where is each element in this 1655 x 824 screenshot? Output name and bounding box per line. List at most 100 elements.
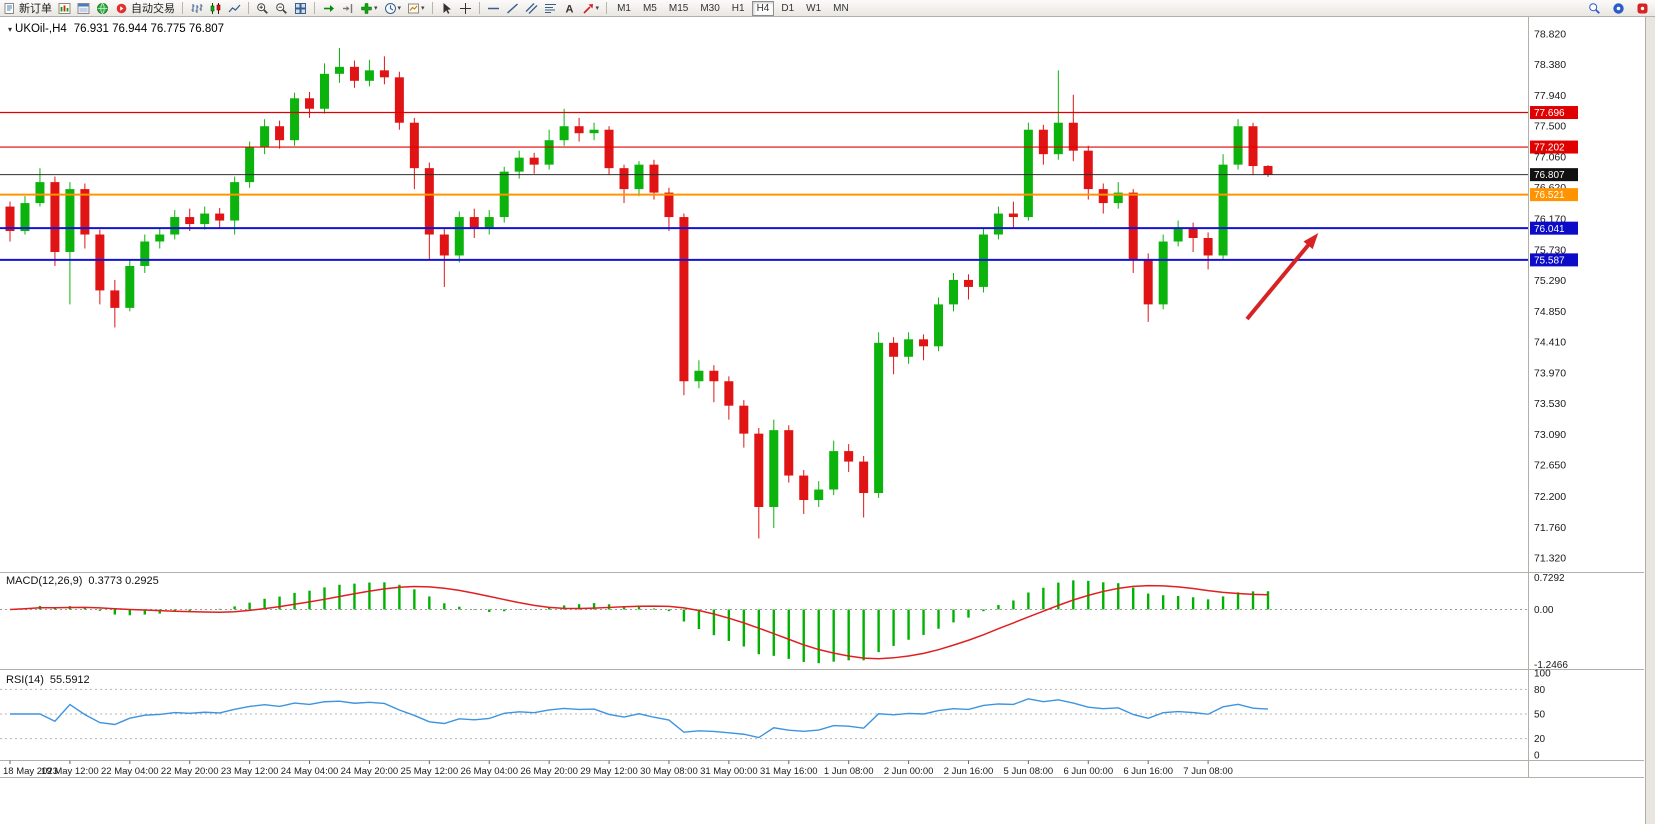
line-chart-mode-button[interactable] xyxy=(225,0,244,16)
arrows-tool-button[interactable]: ▾ xyxy=(579,0,603,16)
auto-trading-label: 自动交易 xyxy=(131,3,175,15)
cursor-tool-button[interactable] xyxy=(437,0,456,16)
candle-body xyxy=(709,370,719,382)
timeframe-button-mn[interactable]: MN xyxy=(828,1,854,16)
fibonacci-tool-button[interactable] xyxy=(541,0,560,16)
rsi-axis-label: 20 xyxy=(1534,734,1546,745)
candle-body xyxy=(574,126,584,134)
rsi-indicator-label: RSI(14) 55.5912 xyxy=(6,674,90,686)
timeframe-button-m30[interactable]: M30 xyxy=(695,1,724,16)
toolbar-separator xyxy=(431,2,433,14)
time-axis-label: 24 May 04:00 xyxy=(281,766,339,777)
indicators-button[interactable]: ▾ xyxy=(357,0,381,16)
right-scroll-strip[interactable] xyxy=(1645,17,1655,824)
price-tag xyxy=(1530,221,1578,235)
candle-body xyxy=(275,126,285,141)
price-axis-label: 74.850 xyxy=(1534,306,1566,318)
candle-body xyxy=(215,213,225,221)
candle-body xyxy=(349,66,359,81)
timeframe-button-h1[interactable]: H1 xyxy=(727,1,750,16)
candle-body xyxy=(1203,238,1213,256)
price-axis-label: 71.760 xyxy=(1534,522,1566,534)
timeframe-button-d1[interactable]: D1 xyxy=(776,1,799,16)
new-order-button[interactable]: 新订单 xyxy=(0,0,55,16)
price-axis-label: 78.820 xyxy=(1534,29,1566,41)
rsi-value: 55.5912 xyxy=(49,674,90,686)
time-axis-label: 25 May 12:00 xyxy=(401,766,459,777)
toolbar-separator xyxy=(248,2,249,14)
dropdown-caret-icon: ▾ xyxy=(374,4,378,12)
candle-body xyxy=(20,203,30,232)
tile-windows-icon xyxy=(295,2,306,14)
macd-axis-label: 0.7292 xyxy=(1534,573,1565,584)
macd-axis-label: 0.00 xyxy=(1534,605,1554,616)
price-axis-label: 72.200 xyxy=(1534,491,1566,503)
zoom-in-button[interactable] xyxy=(253,0,272,16)
timeframe-button-m5[interactable]: M5 xyxy=(638,1,662,16)
trend-arrow-annotation[interactable] xyxy=(1245,232,1319,321)
auto-trading-button[interactable]: 自动交易 xyxy=(112,0,178,16)
candle-body xyxy=(454,217,464,256)
auto-scroll-button[interactable] xyxy=(319,0,338,16)
candles-layer xyxy=(5,47,1273,539)
candle-body xyxy=(919,339,929,347)
horizontal-line-tool-button[interactable] xyxy=(484,0,503,16)
candle-body xyxy=(514,157,524,172)
macd-name: MACD(12,26,9) xyxy=(6,575,83,587)
chart-shift-button[interactable] xyxy=(338,0,357,16)
candle-body xyxy=(724,381,734,406)
community-button[interactable] xyxy=(1609,0,1628,16)
candle-body xyxy=(80,189,90,235)
price-axis-label: 77.060 xyxy=(1534,151,1566,163)
notification-button[interactable] xyxy=(1633,0,1652,16)
zoom-out-button[interactable] xyxy=(272,0,291,16)
bar-chart-mode-button[interactable] xyxy=(187,0,206,16)
timeframe-button-w1[interactable]: W1 xyxy=(801,1,826,16)
time-axis-label: 24 May 20:00 xyxy=(341,766,399,777)
new-chart-button[interactable] xyxy=(55,0,74,16)
candle-body xyxy=(1158,241,1168,305)
candle-body xyxy=(320,73,329,109)
candle-body xyxy=(604,129,614,169)
chart-canvas[interactable]: 78.82078.38077.94077.50077.06076.62076.1… xyxy=(0,17,1655,824)
candle-body xyxy=(649,164,659,193)
trendline-tool-button[interactable] xyxy=(503,0,522,16)
web-community-button[interactable] xyxy=(93,0,112,16)
arrow-head[interactable] xyxy=(1303,232,1319,250)
toolbar-separator xyxy=(182,2,183,14)
dropdown-caret-icon: ▾ xyxy=(595,4,600,12)
rsi-panel: 100 80 50 20 0 xyxy=(0,669,1551,762)
timeframe-button-m1[interactable]: M1 xyxy=(612,1,636,16)
candle-body xyxy=(1053,122,1063,155)
market-watch-button[interactable] xyxy=(74,0,93,16)
arrow-line[interactable] xyxy=(1245,241,1312,321)
main-toolbar: 新订单 自动交易 xyxy=(0,0,1655,17)
search-button[interactable] xyxy=(1585,0,1604,16)
time-axis-label: 19 May 12:00 xyxy=(41,766,99,777)
timeframe-button-h4[interactable]: H4 xyxy=(751,0,775,16)
candle-body xyxy=(739,405,749,434)
time-axis-label: 6 Jun 16:00 xyxy=(1123,766,1173,777)
price-tag-label: 76.041 xyxy=(1534,224,1565,235)
templates-button[interactable]: ▾ xyxy=(404,0,428,16)
tile-windows-button[interactable] xyxy=(291,0,310,16)
time-axis-label: 18 May 2023 xyxy=(3,766,58,777)
price-axis-label: 77.940 xyxy=(1534,90,1566,102)
market-watch-icon xyxy=(77,2,90,14)
candlestick-mode-button[interactable] xyxy=(206,0,225,16)
indicators-plus-icon xyxy=(361,2,372,14)
periods-button[interactable]: ▾ xyxy=(381,0,405,16)
hlines-layer xyxy=(0,111,1528,261)
candle-body xyxy=(1233,126,1243,165)
candle-body xyxy=(619,168,629,190)
timeframe-button-m15[interactable]: M15 xyxy=(664,1,693,16)
candle-body xyxy=(1068,122,1078,151)
channel-tool-button[interactable] xyxy=(522,0,541,16)
text-tool-button[interactable]: A xyxy=(560,0,579,16)
candle-body xyxy=(1218,164,1228,256)
time-axis-label: 30 May 08:00 xyxy=(640,766,698,777)
crosshair-tool-button[interactable] xyxy=(456,0,475,16)
candle-body xyxy=(1143,258,1153,305)
candle-body xyxy=(95,234,105,291)
